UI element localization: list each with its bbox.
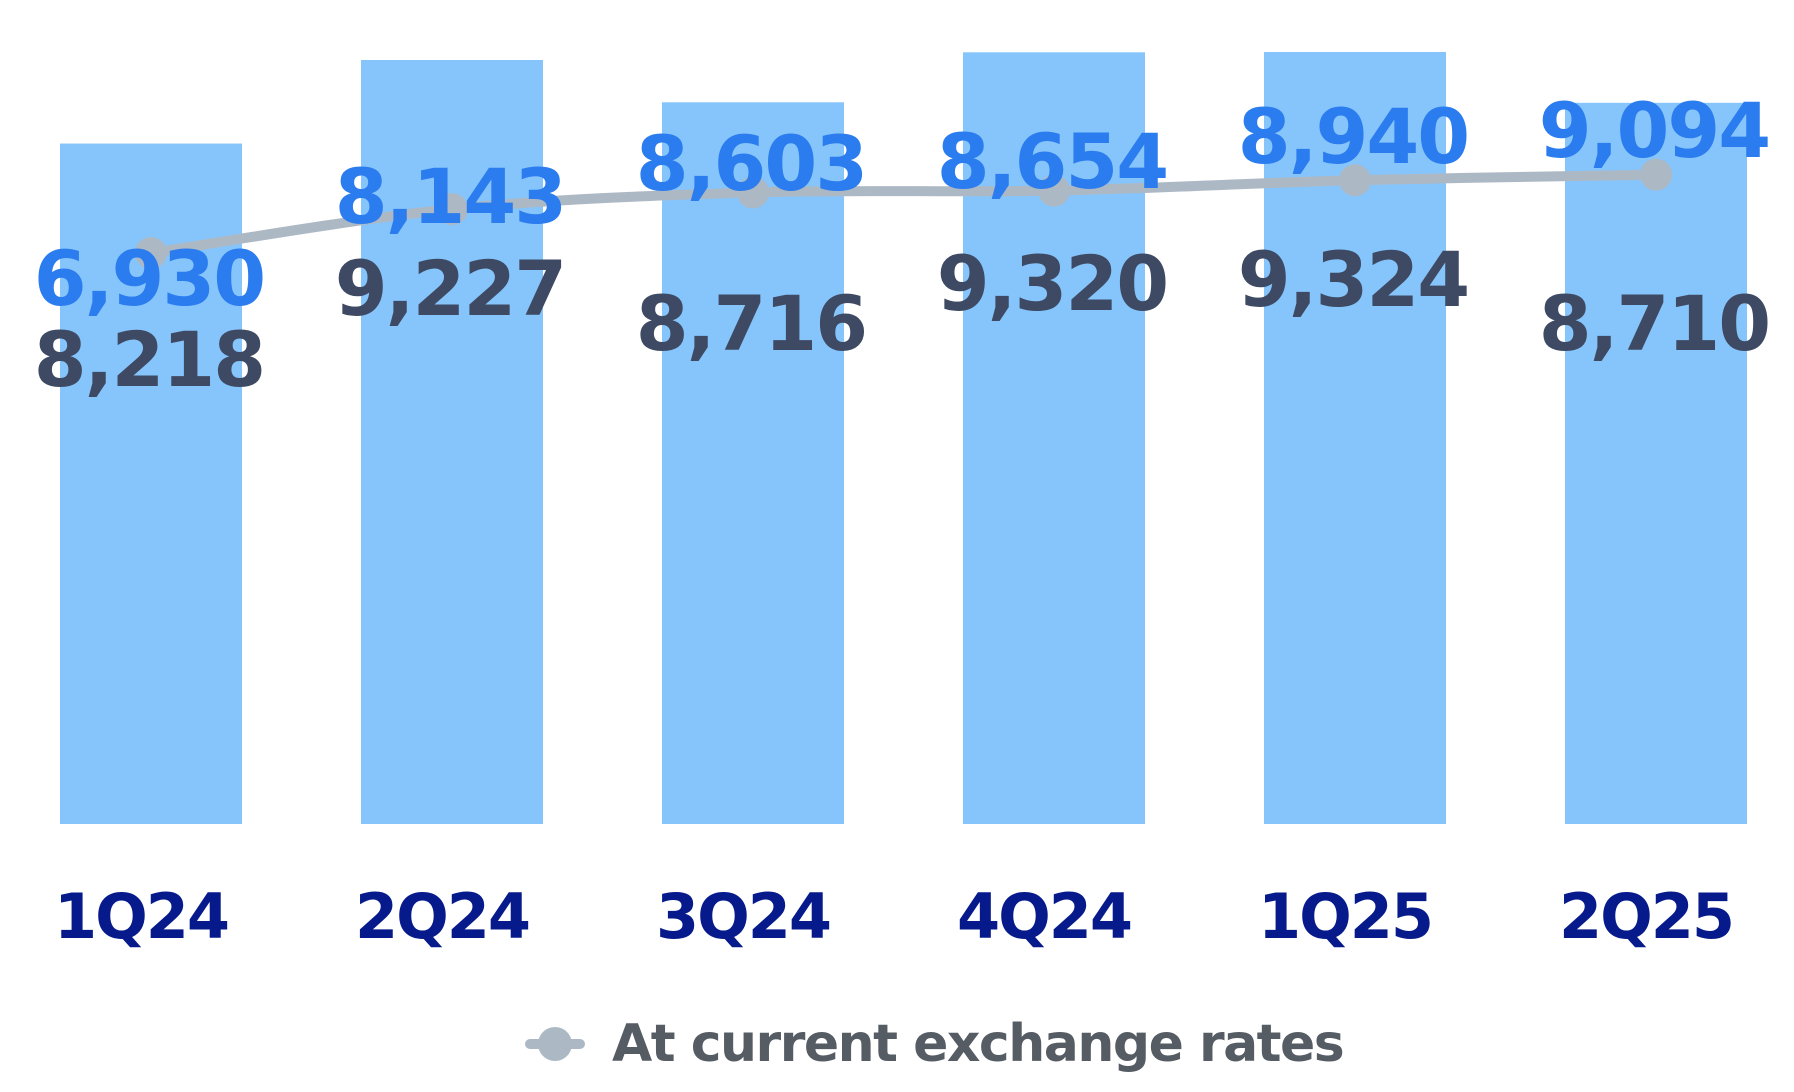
- bar-value-label: 8,710: [1539, 279, 1769, 368]
- legend-marker-icon: [538, 1027, 572, 1061]
- line-marker: [1640, 158, 1672, 191]
- category-label: 4Q24: [957, 880, 1131, 953]
- line-value-label: 6,930: [34, 234, 264, 323]
- line-marker: [1339, 164, 1371, 197]
- bar-labels-group: 8,218 9,227 8,716 9,320 9,324 8,710: [34, 235, 1771, 404]
- category-labels-group: 1Q24 2Q24 3Q24 4Q24 1Q25 2Q25: [54, 880, 1735, 953]
- line-value-label: 8,603: [636, 119, 866, 208]
- legend-label: At current exchange rates: [612, 1014, 1343, 1074]
- bars-group: [60, 51, 1747, 825]
- category-label: 1Q25: [1258, 880, 1432, 953]
- line-marker: [135, 237, 167, 269]
- line-value-label: 8,654: [937, 117, 1167, 206]
- line-value-label: 8,940: [1238, 92, 1468, 181]
- legend: At current exchange rates: [525, 1014, 1345, 1074]
- line-series: [146, 169, 1661, 258]
- line-labels-group: 6,930 8,143 8,603 8,654 8,940 9,094: [34, 86, 1771, 323]
- line-marker: [1038, 174, 1070, 207]
- category-label: 2Q25: [1559, 880, 1733, 953]
- line-series-group: [135, 158, 1672, 269]
- bar-value-label: 9,320: [937, 239, 1167, 328]
- category-label: 2Q24: [355, 880, 529, 953]
- bar: [361, 60, 543, 825]
- bar-value-label: 8,218: [34, 315, 264, 404]
- bar-value-label: 9,227: [335, 244, 565, 333]
- bar-value-label: 9,324: [1238, 235, 1468, 324]
- line-value-label: 8,143: [335, 152, 565, 241]
- line-marker: [737, 176, 769, 209]
- line-marker: [436, 193, 468, 226]
- bar-value-label: 8,716: [636, 279, 866, 368]
- bar: [662, 102, 844, 825]
- category-label: 3Q24: [656, 880, 830, 953]
- category-label: 1Q24: [54, 880, 228, 953]
- bar: [1565, 102, 1747, 824]
- line-value-label: 9,094: [1539, 86, 1769, 175]
